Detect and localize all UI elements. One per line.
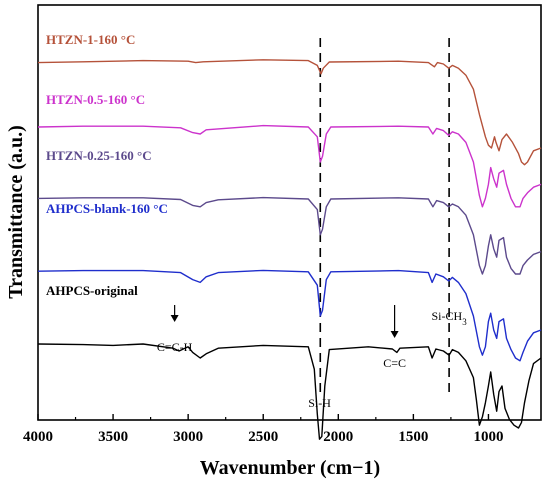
annotation-arrowhead-0 — [170, 315, 179, 322]
annotations: C=C-H Si-H C=C Si-CH3 — [157, 305, 467, 410]
annotation-label-0: C=C-H — [157, 340, 193, 354]
x-tick-label-5: 1500 — [398, 429, 428, 445]
annotation-label-2: C=C — [383, 356, 406, 370]
series-layer — [37, 59, 542, 440]
plot-frame — [37, 4, 542, 421]
series-label-4: AHPCS-original — [46, 283, 138, 298]
x-axis-title: Wavenumber (cm−1) — [200, 457, 380, 479]
annotation-arrowhead-2 — [390, 331, 399, 338]
series-line-4 — [37, 343, 542, 440]
series-label-0: HTZN-1-160 °C — [46, 32, 135, 47]
series-line-3 — [37, 269, 542, 362]
series-line-1 — [37, 124, 542, 208]
series-labels: HTZN-1-160 °C HTZN-0.5-160 °C HTZN-0.25-16… — [46, 32, 168, 298]
x-tick-label-0: 4000 — [23, 429, 53, 445]
x-tick-label-1: 3500 — [98, 429, 128, 445]
series-line-2 — [37, 196, 542, 275]
reference-lines — [319, 38, 450, 392]
x-tick-label-2: 3000 — [173, 429, 203, 445]
x-tick-label-6: 1000 — [473, 429, 503, 445]
series-line-0 — [37, 59, 542, 166]
x-tick-label-3: 2500 — [248, 429, 278, 445]
annotation-label-1: Si-H — [308, 396, 331, 410]
series-label-1: HTZN-0.5-160 °C — [46, 92, 145, 107]
annotation-label-3: Si-CH3 — [432, 309, 468, 327]
series-label-2: HTZN-0.25-160 °C — [46, 148, 152, 163]
series-label-3: AHPCS-blank-160 °C — [46, 201, 168, 216]
y-axis-title: Transmittance (a.u.) — [5, 125, 27, 299]
x-tick-label-4: 2000 — [323, 429, 353, 445]
x-axis: 4000 3500 3000 2500 2000 1500 1000 — [23, 414, 503, 445]
